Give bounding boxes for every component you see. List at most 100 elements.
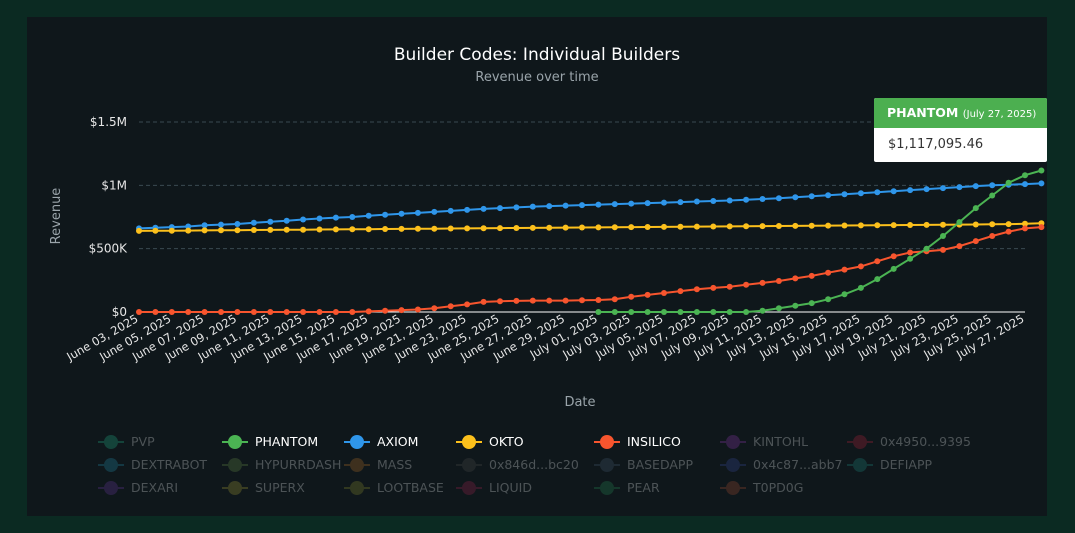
data-point[interactable] (743, 223, 750, 230)
data-point[interactable] (759, 279, 766, 286)
data-point[interactable] (1038, 224, 1045, 231)
data-point[interactable] (546, 224, 553, 231)
legend-item-kintohl[interactable]: KINTOHL (720, 434, 808, 449)
data-point[interactable] (923, 245, 930, 252)
data-point[interactable] (1005, 179, 1012, 186)
data-point[interactable] (874, 189, 881, 196)
data-point[interactable] (218, 227, 224, 234)
data-point[interactable] (710, 309, 717, 315)
data-point[interactable] (972, 221, 979, 228)
data-point[interactable] (349, 309, 356, 315)
data-point[interactable] (316, 309, 323, 315)
data-point[interactable] (611, 224, 618, 231)
data-point[interactable] (201, 227, 208, 234)
data-point[interactable] (595, 201, 602, 208)
data-point[interactable] (792, 222, 799, 229)
data-point[interactable] (267, 218, 274, 225)
data-point[interactable] (250, 309, 257, 315)
data-point[interactable] (595, 224, 602, 231)
data-point[interactable] (661, 309, 667, 315)
data-point[interactable] (857, 263, 864, 270)
data-point[interactable] (1005, 221, 1012, 228)
data-point[interactable] (726, 197, 733, 204)
data-point[interactable] (677, 223, 684, 230)
data-point[interactable] (628, 293, 635, 300)
data-point[interactable] (972, 205, 979, 212)
data-point[interactable] (726, 283, 733, 290)
data-point[interactable] (743, 309, 750, 315)
data-point[interactable] (956, 243, 963, 250)
data-point[interactable] (382, 226, 389, 232)
data-point[interactable] (710, 284, 717, 291)
data-point[interactable] (775, 278, 782, 284)
legend-item-superx[interactable]: SUPERX (222, 480, 305, 495)
data-point[interactable] (201, 309, 208, 315)
data-point[interactable] (447, 303, 454, 310)
data-point[interactable] (136, 309, 142, 315)
data-point[interactable] (431, 208, 438, 215)
data-point[interactable] (382, 211, 389, 218)
data-point[interactable] (907, 249, 914, 256)
data-point[interactable] (874, 276, 881, 283)
data-point[interactable] (890, 188, 897, 195)
legend-item-okto[interactable]: OKTO (456, 434, 524, 449)
legend-item-mass[interactable]: MASS (344, 457, 412, 472)
data-point[interactable] (940, 185, 946, 192)
data-point[interactable] (529, 297, 536, 304)
data-point[interactable] (940, 221, 946, 228)
legend-item-0x846d-bc20[interactable]: 0x846d...bc20 (456, 457, 579, 472)
data-point[interactable] (907, 255, 914, 262)
legend-item-axiom[interactable]: AXIOM (344, 434, 418, 449)
data-point[interactable] (365, 226, 372, 233)
data-point[interactable] (743, 196, 750, 203)
data-point[interactable] (611, 201, 618, 208)
data-point[interactable] (464, 225, 471, 232)
data-point[interactable] (349, 214, 356, 220)
data-point[interactable] (497, 298, 503, 305)
data-point[interactable] (365, 308, 372, 315)
data-point[interactable] (972, 238, 979, 245)
data-point[interactable] (562, 224, 569, 231)
data-point[interactable] (611, 296, 618, 303)
data-point[interactable] (693, 286, 700, 293)
data-point[interactable] (874, 258, 881, 265)
data-point[interactable] (398, 210, 405, 217)
data-point[interactable] (907, 222, 914, 228)
legend-item-0x4c87-abb7[interactable]: 0x4c87...abb7 (720, 457, 842, 472)
data-point[interactable] (726, 223, 733, 230)
data-point[interactable] (775, 195, 782, 202)
data-point[interactable] (1022, 220, 1028, 227)
data-point[interactable] (414, 209, 421, 216)
data-point[interactable] (431, 305, 438, 312)
data-point[interactable] (267, 309, 274, 315)
data-point[interactable] (743, 281, 750, 288)
data-point[interactable] (628, 309, 635, 315)
data-point[interactable] (447, 207, 454, 214)
data-point[interactable] (890, 265, 897, 272)
data-point[interactable] (414, 225, 421, 232)
data-point[interactable] (398, 225, 405, 232)
legend-item-pvp[interactable]: PVP (98, 434, 155, 449)
data-point[interactable] (332, 214, 339, 221)
data-point[interactable] (1022, 181, 1028, 188)
data-point[interactable] (382, 307, 389, 314)
data-point[interactable] (250, 219, 257, 226)
data-point[interactable] (693, 309, 700, 315)
data-point[interactable] (300, 309, 307, 315)
data-point[interactable] (677, 199, 684, 206)
data-point[interactable] (201, 222, 208, 229)
data-point[interactable] (792, 275, 799, 282)
data-point[interactable] (857, 284, 864, 291)
data-point[interactable] (579, 202, 585, 209)
data-point[interactable] (283, 309, 290, 315)
data-point[interactable] (431, 225, 438, 232)
data-point[interactable] (168, 309, 175, 315)
data-point[interactable] (234, 221, 241, 227)
data-point[interactable] (546, 203, 553, 210)
data-point[interactable] (808, 193, 815, 200)
data-point[interactable] (759, 307, 766, 314)
data-point[interactable] (513, 225, 520, 231)
data-point[interactable] (185, 227, 192, 234)
data-point[interactable] (857, 190, 864, 197)
data-point[interactable] (168, 227, 175, 234)
